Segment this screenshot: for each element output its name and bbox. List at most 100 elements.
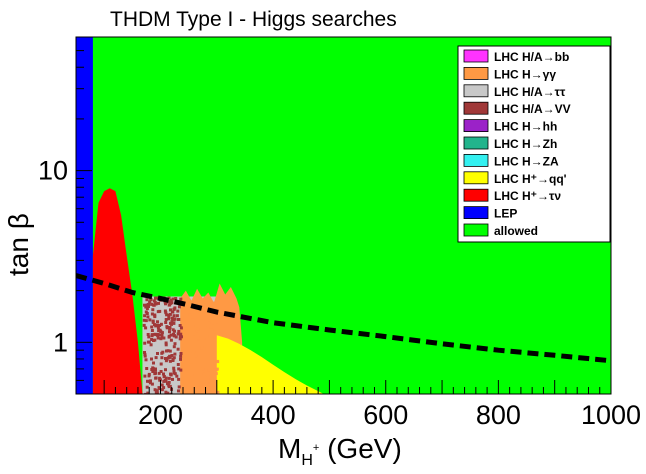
vv-speckle <box>177 367 181 371</box>
legend-label: LEP <box>494 207 517 221</box>
vv-speckle <box>150 338 154 341</box>
vv-speckle <box>150 357 153 361</box>
vv-speckle <box>179 354 183 358</box>
vv-speckle <box>146 391 150 394</box>
vv-speckle <box>164 343 168 347</box>
vv-speckle <box>144 392 148 394</box>
gamgam-speckle <box>202 383 206 387</box>
vv-speckle <box>173 352 177 356</box>
vv-speckle <box>160 356 164 360</box>
gamgam-speckle <box>208 356 212 360</box>
vv-speckle <box>177 385 181 389</box>
vv-speckle <box>152 299 156 303</box>
vv-speckle <box>168 359 172 363</box>
gamgam-speckle <box>192 332 196 336</box>
vv-speckle <box>179 357 182 361</box>
gamgam-speckle <box>213 357 217 361</box>
vv-speckle <box>156 336 160 340</box>
vv-speckle <box>177 389 180 393</box>
vv-speckle <box>150 325 154 329</box>
vv-speckle <box>165 326 169 330</box>
vv-speckle <box>158 324 162 327</box>
gamgam-speckle <box>193 308 197 312</box>
gamgam-speckle <box>190 376 194 380</box>
y-axis-label-main: tan <box>3 229 34 276</box>
vv-speckle <box>150 312 154 316</box>
vv-speckle <box>167 376 171 380</box>
vv-speckle <box>166 382 169 386</box>
gamgam-speckle <box>190 363 193 367</box>
gamgam-speckle <box>192 350 196 354</box>
vv-speckle <box>145 298 149 302</box>
vv-speckle <box>146 333 150 336</box>
gamgam-speckle <box>214 379 218 383</box>
gamgam-speckle <box>192 381 196 384</box>
gamgam-speckle <box>214 372 218 376</box>
vv-speckle <box>164 368 167 372</box>
y-axis-label-greek: β <box>3 213 34 229</box>
vv-speckle <box>172 371 176 375</box>
gamgam-speckle <box>208 302 212 306</box>
legend-label: LHC H→hh <box>494 120 557 134</box>
vv-speckle <box>169 308 172 312</box>
legend-label: LHC H/A→ττ <box>494 85 566 99</box>
vv-speckle <box>150 302 154 306</box>
vv-speckle <box>158 378 162 382</box>
gamgam-speckle <box>196 327 200 331</box>
gamgam-speckle <box>213 333 217 337</box>
x-tick-label: 1000 <box>581 400 641 430</box>
vv-speckle <box>179 326 183 330</box>
vv-speckle <box>178 334 182 338</box>
legend-swatch <box>463 119 489 132</box>
x-tick-label: 400 <box>251 400 296 430</box>
gamgam-speckle <box>195 329 199 333</box>
vv-speckle <box>168 349 172 353</box>
vv-speckle <box>164 302 167 306</box>
vv-speckle <box>156 326 160 330</box>
vv-speckle <box>179 297 183 301</box>
vv-speckle <box>169 298 173 302</box>
vv-speckle <box>172 332 175 336</box>
vv-speckle <box>168 312 172 316</box>
vv-speckle <box>170 316 174 320</box>
vv-speckle <box>167 300 171 304</box>
gamgam-speckle <box>207 389 211 393</box>
vv-speckle <box>151 366 155 370</box>
gamgam-speckle <box>210 330 213 334</box>
chart-title: THDM Type I - Higgs searches <box>110 8 397 31</box>
vv-speckle <box>145 303 149 307</box>
vv-speckle <box>169 333 173 337</box>
vv-speckle <box>143 303 146 307</box>
vv-speckle <box>154 391 158 394</box>
gamgam-speckle <box>189 360 193 364</box>
vv-speckle <box>159 362 163 366</box>
vv-speckle <box>156 320 159 324</box>
vv-speckle <box>171 318 175 322</box>
vv-speckle <box>151 320 155 324</box>
vv-speckle <box>179 332 183 336</box>
x-axis-label-sup: + <box>313 442 319 454</box>
vv-speckle <box>156 332 160 336</box>
vv-speckle <box>177 329 181 333</box>
vv-speckle <box>176 347 180 351</box>
y-tick-label: 1 <box>53 327 68 357</box>
gamgam-speckle <box>207 368 211 372</box>
gamgam-speckle <box>194 324 198 328</box>
vv-speckle <box>166 391 170 394</box>
vv-speckle <box>170 320 174 324</box>
gamgam-speckle <box>216 390 220 394</box>
vv-speckle <box>145 367 149 370</box>
vv-speckle <box>157 329 161 333</box>
vv-speckle <box>156 352 159 355</box>
dashed-boundary-line <box>76 273 611 364</box>
vv-speckle <box>176 318 180 321</box>
vv-speckle <box>143 352 147 356</box>
vv-speckle <box>177 377 181 381</box>
vv-speckle <box>169 392 173 394</box>
vv-speckle <box>160 333 164 337</box>
gamgam-speckle <box>201 367 205 371</box>
vv-speckle <box>148 318 152 322</box>
vv-speckle <box>169 338 173 342</box>
vv-speckle <box>155 389 159 393</box>
gamgam-speckle <box>196 336 200 340</box>
